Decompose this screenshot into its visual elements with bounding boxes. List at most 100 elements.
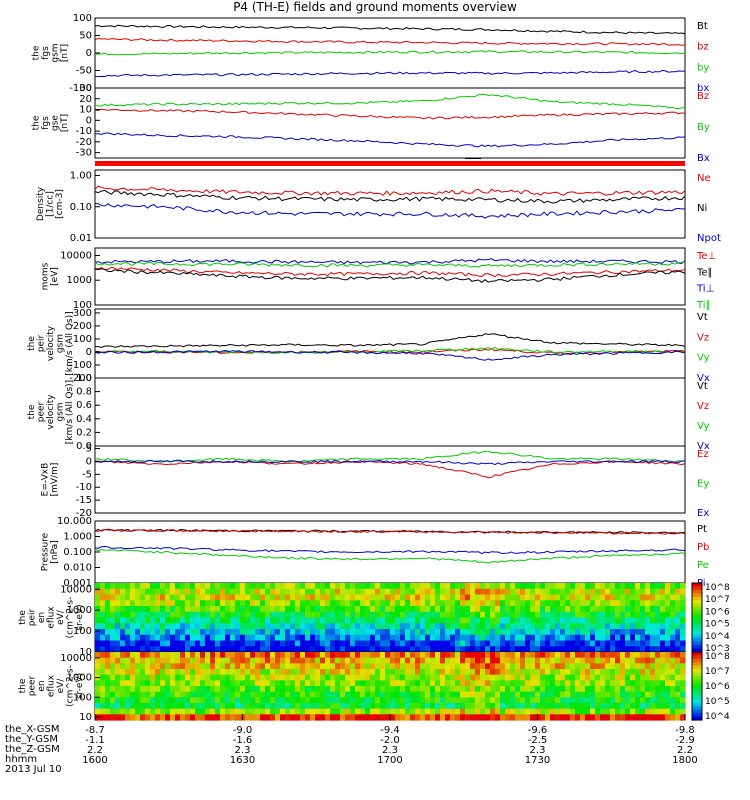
spectrogram-cell xyxy=(290,674,296,681)
spectrogram-cell xyxy=(140,634,146,642)
spectrogram-cell xyxy=(535,583,541,590)
spectrogram-cell xyxy=(515,708,521,715)
spectrogram-cell xyxy=(635,691,641,698)
spectrogram-cell xyxy=(605,646,611,653)
spectrogram-cell xyxy=(500,686,506,693)
spectrogram-cell xyxy=(570,686,576,693)
spectrogram-cell xyxy=(100,703,106,710)
colorbar-segment xyxy=(692,603,702,608)
spectrogram-cell xyxy=(295,703,301,710)
spectrogram-cell xyxy=(240,697,246,704)
spectrogram-cell xyxy=(555,697,561,704)
spectrogram-cell xyxy=(635,594,641,601)
spectrogram-cell xyxy=(215,708,221,715)
spectrogram-cell xyxy=(415,669,421,676)
spectrogram-cell xyxy=(400,680,406,687)
spectrogram-cell xyxy=(445,611,451,619)
spectrogram-cell xyxy=(130,674,136,681)
spectrogram-cell xyxy=(200,629,206,636)
spectrogram-cell xyxy=(420,697,426,704)
spectrogram-cell xyxy=(410,686,416,693)
spectrogram-cell xyxy=(250,583,256,590)
spectrogram-cell xyxy=(530,640,536,647)
panel-frame xyxy=(94,377,686,447)
series-line-Pi xyxy=(94,545,686,555)
spectrogram-cell xyxy=(475,674,481,681)
spectrogram-cell xyxy=(370,640,376,647)
spectrogram-cell xyxy=(265,680,271,687)
spectrogram-cell xyxy=(520,588,526,596)
colorbar-segment xyxy=(692,713,702,718)
spectrogram-cell xyxy=(410,680,416,687)
spectrogram-cell xyxy=(205,617,211,624)
spectrogram-cell xyxy=(640,697,646,704)
spectrogram-cell xyxy=(670,669,676,676)
spectrogram-cell xyxy=(425,714,431,721)
spectrogram-cell xyxy=(320,646,326,653)
spectrogram-cell xyxy=(115,606,121,613)
spectrogram-cell xyxy=(170,629,176,636)
spectrogram-cell xyxy=(640,588,646,596)
spectrogram-cell xyxy=(405,663,411,670)
spectrogram-cell xyxy=(510,657,516,664)
spectrogram-cell xyxy=(305,708,311,715)
spectrogram-cell xyxy=(125,617,131,624)
spectrogram-cell xyxy=(485,652,491,659)
spectrogram-cell xyxy=(595,680,601,687)
spectrogram-cell xyxy=(295,657,301,664)
spectrogram-cell xyxy=(130,652,136,659)
spectrogram-cell xyxy=(155,714,161,721)
spectrogram-cell xyxy=(520,680,526,687)
spectrogram-cell xyxy=(550,686,556,693)
spectrogram-cell xyxy=(175,588,181,596)
spectrogram-cell xyxy=(660,629,666,636)
spectrogram-cell xyxy=(380,600,386,607)
spectrogram-cell xyxy=(260,652,266,659)
spectrogram-cell xyxy=(350,652,356,659)
spectrogram-cell xyxy=(290,703,296,710)
spectrogram-cell xyxy=(680,691,686,698)
spectrogram-cell xyxy=(335,617,341,624)
spectrogram-cell xyxy=(495,657,501,664)
spectrogram-cell xyxy=(140,674,146,681)
spectrogram-cell xyxy=(320,686,326,693)
spectrogram-cell xyxy=(575,674,581,681)
spectrogram-cell xyxy=(445,686,451,693)
y-tick-label: 0.010 xyxy=(63,563,92,574)
spectrogram-cell xyxy=(490,606,496,613)
spectrogram-cell xyxy=(325,697,331,704)
spectrogram-cell xyxy=(220,663,226,670)
spectrogram-cell xyxy=(655,588,661,596)
spectrogram-cell xyxy=(175,703,181,710)
spectrogram-cell xyxy=(290,606,296,613)
spectrogram-cell xyxy=(275,617,281,624)
spectrogram-cell xyxy=(245,657,251,664)
spectrogram-cell xyxy=(275,611,281,619)
y-axis-label: fgs xyxy=(41,46,51,60)
spectrogram-cell xyxy=(435,697,441,704)
spectrogram-cell xyxy=(135,674,141,681)
spectrogram-cell xyxy=(325,629,331,636)
spectrogram-cell xyxy=(665,686,671,693)
spectrogram-cell xyxy=(260,697,266,704)
spectrogram-cell xyxy=(570,640,576,647)
spectrogram-cell xyxy=(220,629,226,636)
spectrogram-cell xyxy=(505,663,511,670)
spectrogram-cell xyxy=(625,669,631,676)
spectrogram-cell xyxy=(405,714,411,721)
spectrogram-cell xyxy=(405,686,411,693)
spectrogram-cell xyxy=(245,634,251,642)
spectrogram-cell xyxy=(630,657,636,664)
spectrogram-cell xyxy=(410,640,416,647)
spectrogram-cell xyxy=(155,708,161,715)
spectrogram-cell xyxy=(340,708,346,715)
spectrogram-cell xyxy=(265,674,271,681)
spectrogram-cell xyxy=(330,697,336,704)
spectrogram-cell xyxy=(495,600,501,607)
spectrogram-cell xyxy=(360,583,366,590)
spectrogram-cell xyxy=(610,623,616,630)
spectrogram-cell xyxy=(340,600,346,607)
spectrogram-cell xyxy=(620,611,626,619)
spectrogram-cell xyxy=(190,623,196,630)
spectrogram-cell xyxy=(600,617,606,624)
